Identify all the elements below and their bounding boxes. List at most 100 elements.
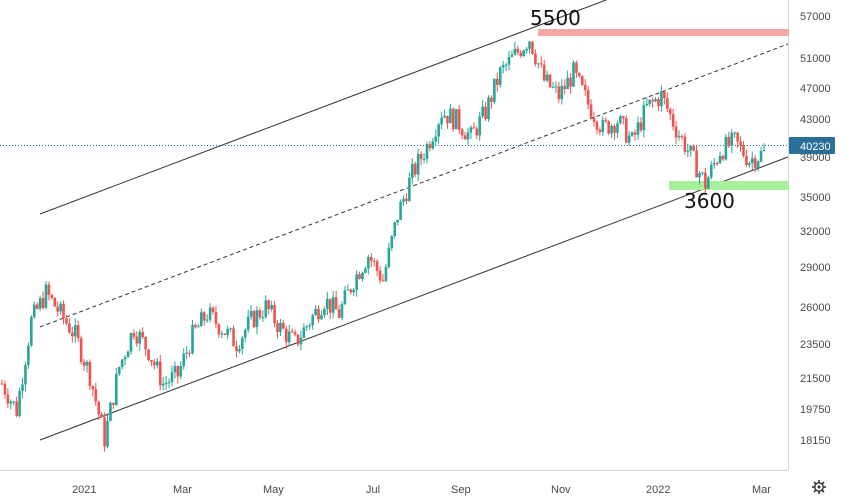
candle-body — [62, 303, 65, 319]
candle-body — [457, 109, 461, 130]
candle-body — [229, 328, 232, 330]
candle-body — [182, 353, 186, 367]
candle-body — [624, 118, 628, 143]
candle-body — [331, 297, 335, 313]
candle-body — [352, 289, 355, 293]
candle-body — [384, 267, 388, 281]
candle-body — [405, 198, 408, 202]
candle-body — [279, 322, 282, 333]
candle-body — [742, 144, 745, 156]
candle-body — [282, 322, 285, 329]
candle-body — [167, 382, 171, 384]
candle-body — [238, 349, 241, 352]
candle-body — [460, 129, 464, 136]
candle-body — [408, 177, 411, 202]
candle-body — [724, 136, 728, 160]
candle-body — [695, 150, 698, 178]
candle-body — [583, 84, 587, 91]
candle-body — [188, 352, 191, 354]
candle-body — [205, 319, 209, 321]
candle-body — [246, 316, 250, 330]
candle-body — [654, 99, 657, 102]
candle-body — [144, 336, 147, 350]
candle-body — [437, 124, 440, 137]
x-tick-label: 2022 — [646, 484, 670, 496]
candle-body — [545, 74, 549, 81]
candle-body — [402, 198, 405, 202]
peak-annotation: 5500 — [530, 6, 581, 30]
candle-body — [753, 158, 757, 169]
candle-body — [539, 63, 543, 65]
candle-body — [657, 99, 660, 107]
candle-body — [501, 65, 505, 68]
candle-body — [18, 391, 21, 417]
channel-upper-line — [39, 0, 607, 215]
y-tick-label: 39000 — [800, 152, 831, 164]
y-tick-label: 18150 — [800, 435, 831, 447]
candle-body — [563, 85, 567, 90]
candle-body — [82, 361, 86, 366]
y-tick-label: 26000 — [800, 302, 831, 314]
y-tick-label: 19750 — [800, 404, 831, 416]
candle-body — [475, 128, 479, 136]
candle-body — [337, 309, 341, 318]
candle-body — [88, 362, 92, 387]
candle-body — [235, 346, 238, 352]
candle-body — [560, 85, 564, 100]
candle-body — [504, 64, 508, 66]
candle-body — [466, 132, 470, 140]
candle-body — [516, 48, 520, 53]
candle-body — [575, 62, 578, 73]
candle-body — [44, 284, 48, 308]
candle-body — [326, 298, 329, 309]
gear-icon[interactable] — [812, 480, 826, 494]
candle-body — [197, 326, 200, 328]
x-tick-label: 2021 — [72, 484, 96, 496]
candle-body — [164, 382, 168, 384]
candle-body — [147, 349, 150, 361]
candle-body — [334, 297, 338, 310]
candle-body — [0, 383, 4, 385]
candle-body — [129, 333, 133, 352]
candle-body — [513, 48, 517, 55]
candle-body — [79, 338, 83, 362]
candle-body — [308, 325, 312, 327]
candle-body — [428, 144, 432, 149]
candle-body — [686, 150, 690, 152]
x-tick-label: Mar — [752, 484, 771, 496]
x-tick-label: Nov — [551, 484, 571, 496]
candle-body — [323, 308, 326, 315]
candle-body — [150, 360, 153, 362]
y-tick-label: 47000 — [800, 83, 831, 95]
candle-body — [704, 172, 707, 189]
candle-body — [683, 136, 687, 152]
candle-body — [446, 115, 449, 124]
candle-body — [120, 359, 124, 368]
candle-body — [528, 41, 531, 49]
candle-body — [38, 298, 42, 309]
candle-body — [610, 125, 613, 134]
candle-body — [340, 304, 344, 318]
candle-body — [97, 401, 101, 415]
candle-body — [27, 345, 30, 365]
candle-body — [287, 331, 291, 343]
candle-body — [519, 52, 523, 57]
candle-body — [484, 106, 487, 120]
candle-body — [3, 383, 7, 395]
candle-body — [580, 76, 584, 85]
candle-body — [328, 298, 332, 313]
candle-body — [141, 331, 144, 337]
candle-body — [762, 149, 766, 152]
candle-body — [255, 310, 259, 328]
candle-body — [759, 151, 763, 162]
channel-middle-line — [39, 43, 789, 328]
candle-body — [680, 136, 684, 138]
candle-body — [416, 153, 420, 175]
candle-body — [522, 50, 525, 57]
candle-body — [569, 77, 572, 87]
candle-body — [709, 164, 713, 178]
candle-body — [660, 91, 663, 107]
candle-body — [202, 312, 206, 321]
candle-body — [692, 145, 695, 151]
